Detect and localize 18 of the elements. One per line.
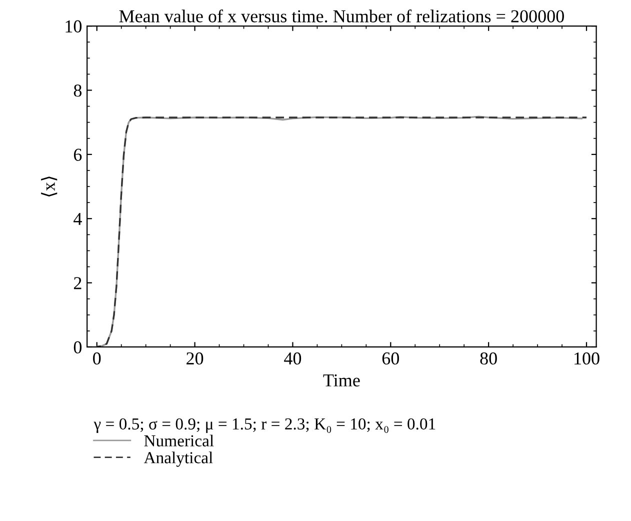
y-tick-label: 10 xyxy=(66,20,82,32)
x-tick-label: 0 xyxy=(93,352,101,365)
x-tick-label: 100 xyxy=(574,352,600,365)
legend-label: Analytical xyxy=(144,452,213,467)
x-axis-title: Time xyxy=(323,374,360,386)
x-tick-label: 80 xyxy=(480,352,497,365)
y-axis-title: ⟨x⟩ xyxy=(41,176,58,196)
x-tick-label: 60 xyxy=(382,352,399,365)
y-tick-label: 6 xyxy=(74,148,82,161)
y-tick-label: 4 xyxy=(74,212,82,225)
y-tick-label: 2 xyxy=(74,277,82,290)
legend-label: Numerical xyxy=(144,434,214,446)
y-tick-label: 0 xyxy=(74,341,82,354)
chart-title: Mean value of x versus time. Number of relizations = 200000 xyxy=(119,9,564,22)
y-tick-label: 8 xyxy=(74,84,82,97)
x-tick-label: 40 xyxy=(284,352,302,365)
legend-title: γ = 0.5; σ = 0.9; μ = 1.5; r = 2.3; K₀ = 10; x₀ = 0.01 xyxy=(94,418,436,433)
x-tick-label: 20 xyxy=(186,352,204,365)
